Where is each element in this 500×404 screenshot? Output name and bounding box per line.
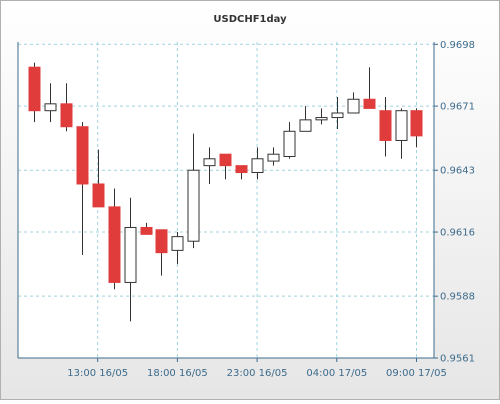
candle-body: [124, 226, 137, 283]
candle-body: [283, 130, 296, 157]
y-tick-label: 0.9671: [440, 102, 475, 113]
candle-body: [315, 117, 328, 121]
y-tick-label: 0.9643: [440, 166, 475, 177]
candle-body: [395, 110, 408, 141]
candle-body: [60, 103, 73, 128]
plot: 0.9561 0.9588 0.9616 0.9643 0.9671 0.9698 13:0…: [17, 40, 475, 379]
x-tick-label: 09:00 17/05: [386, 368, 447, 379]
candle-body: [203, 158, 216, 167]
candle-body: [187, 169, 200, 242]
candle-body: [155, 229, 168, 254]
candle-body: [347, 98, 360, 114]
chart-title: USDCHF1day: [213, 14, 287, 25]
candle-body: [44, 103, 57, 112]
candle-body: [171, 236, 184, 251]
y-tick-label: 0.9588: [440, 292, 475, 303]
plot-area: [18, 42, 434, 358]
candle-body: [28, 66, 41, 112]
y-tick-label: 0.9561: [440, 354, 475, 365]
x-tick-label: 18:00 16/05: [147, 368, 208, 379]
candle-body: [267, 153, 280, 162]
y-tick-label: 0.9616: [440, 228, 475, 239]
candle-body: [363, 98, 376, 109]
candle-body: [92, 183, 105, 208]
x-tick-label: 04:00 17/05: [306, 368, 367, 379]
y-tick-label: 0.9698: [440, 40, 475, 51]
candle-body: [76, 126, 89, 185]
candle-body: [299, 119, 312, 132]
candle-body: [108, 206, 121, 283]
candle-body: [140, 226, 153, 235]
candle-body: [235, 165, 248, 174]
candle-body: [331, 112, 344, 119]
candle-body: [379, 110, 392, 141]
candle-body: [251, 158, 264, 174]
x-tick-label: 13:00 16/05: [67, 368, 128, 379]
candle-body: [219, 153, 232, 167]
x-tick-label: 23:00 16/05: [227, 368, 288, 379]
candle-body: [410, 110, 423, 137]
